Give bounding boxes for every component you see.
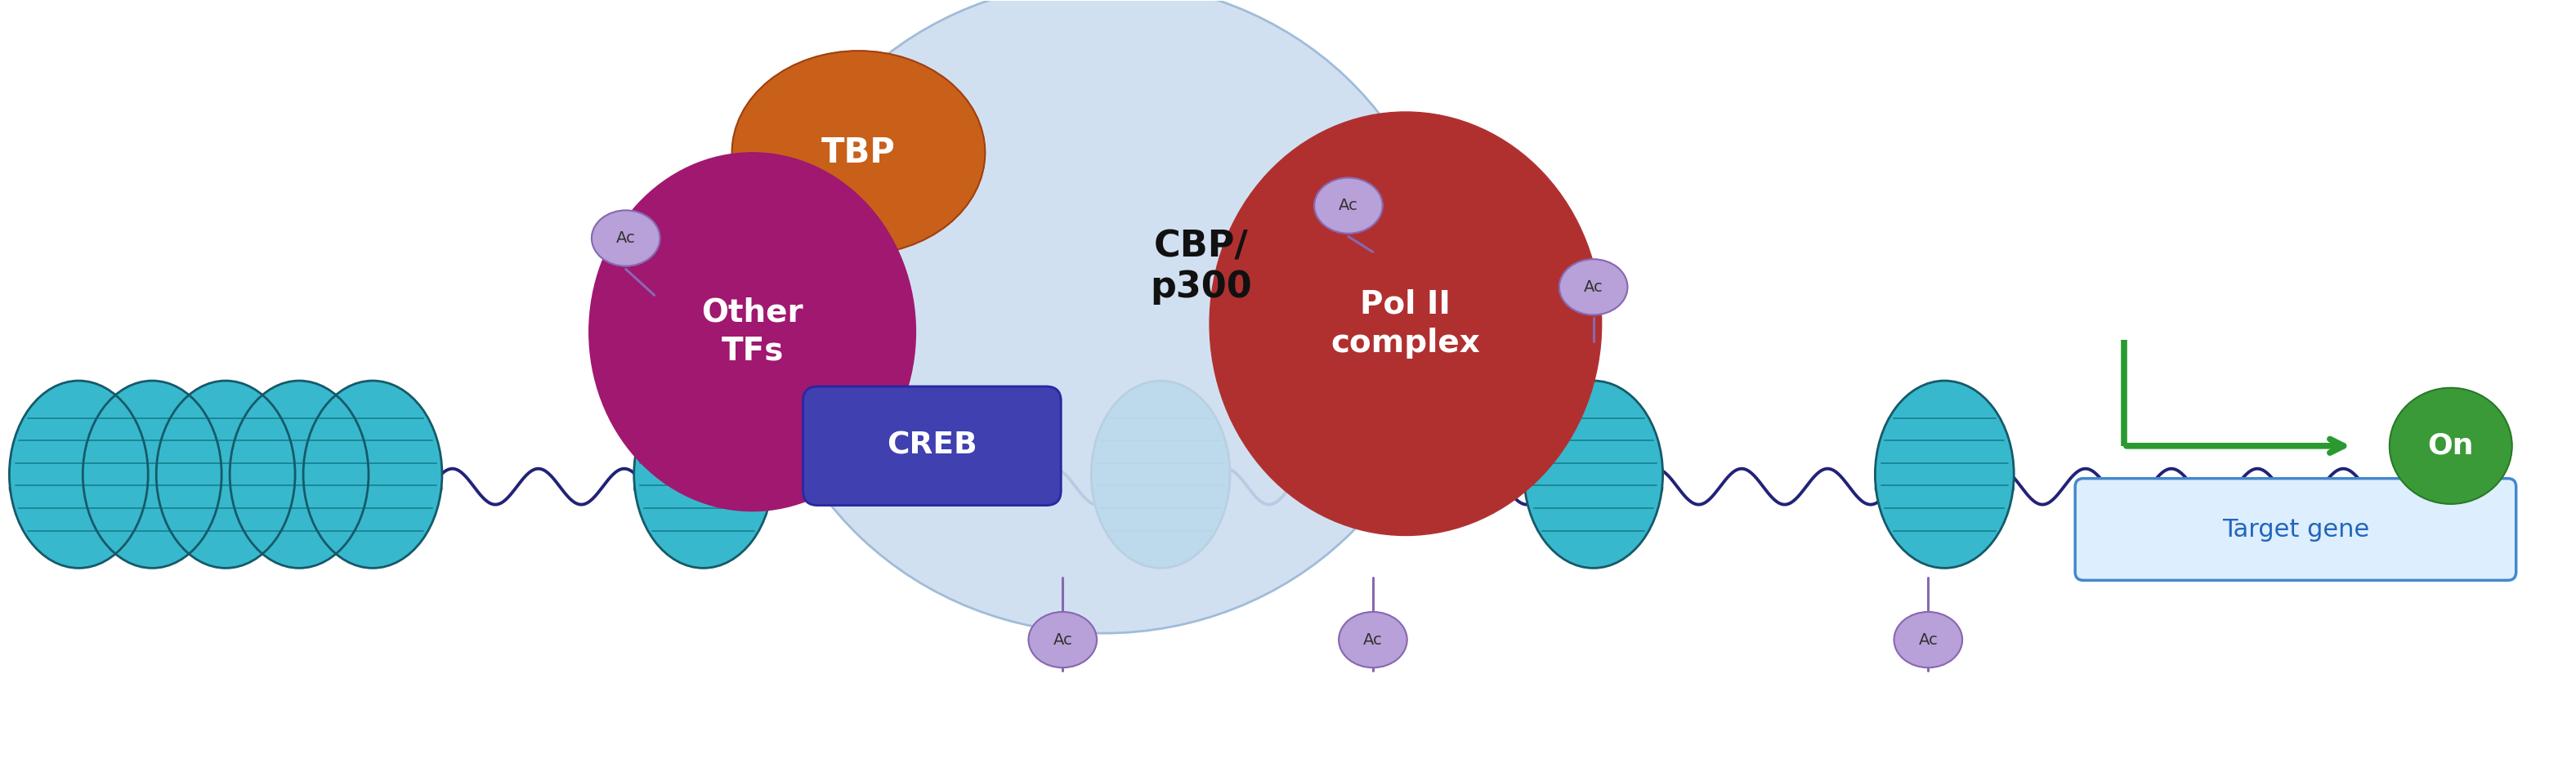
Ellipse shape [1211,112,1602,536]
Ellipse shape [82,380,222,568]
Ellipse shape [304,465,443,512]
Ellipse shape [2391,388,2512,504]
FancyBboxPatch shape [804,387,1061,505]
Ellipse shape [82,465,222,512]
Ellipse shape [1875,465,2014,512]
Ellipse shape [732,51,984,255]
Text: Ac: Ac [1919,632,1937,647]
Ellipse shape [1314,178,1383,234]
Ellipse shape [157,380,296,568]
Text: CREB: CREB [886,431,976,461]
Text: Other
TFs: Other TFs [701,297,804,366]
Ellipse shape [229,465,368,512]
Ellipse shape [157,465,296,512]
Ellipse shape [760,0,1445,633]
Ellipse shape [1092,380,1229,568]
Ellipse shape [229,380,368,568]
FancyBboxPatch shape [2076,479,2517,580]
Ellipse shape [592,210,659,266]
Ellipse shape [634,465,773,512]
Ellipse shape [304,380,443,568]
Text: Ac: Ac [616,230,636,246]
Ellipse shape [1558,259,1628,315]
Text: Ac: Ac [1054,632,1072,647]
Ellipse shape [634,380,773,568]
Ellipse shape [1525,380,1662,568]
Text: Pol II
complex: Pol II complex [1332,289,1481,358]
Ellipse shape [1893,612,1963,668]
Ellipse shape [1092,465,1229,512]
Text: TBP: TBP [822,135,896,169]
Text: Ac: Ac [1340,198,1358,213]
Ellipse shape [1875,380,2014,568]
Text: On: On [2427,432,2473,460]
Ellipse shape [1340,612,1406,668]
Ellipse shape [1028,612,1097,668]
Text: Target gene: Target gene [2223,518,2370,541]
Text: Ac: Ac [1584,280,1602,294]
Ellipse shape [10,380,147,568]
Ellipse shape [10,465,147,512]
Ellipse shape [590,152,914,511]
Ellipse shape [1525,465,1662,512]
Text: Ac: Ac [1363,632,1383,647]
Text: CBP/
p300: CBP/ p300 [1151,229,1252,305]
